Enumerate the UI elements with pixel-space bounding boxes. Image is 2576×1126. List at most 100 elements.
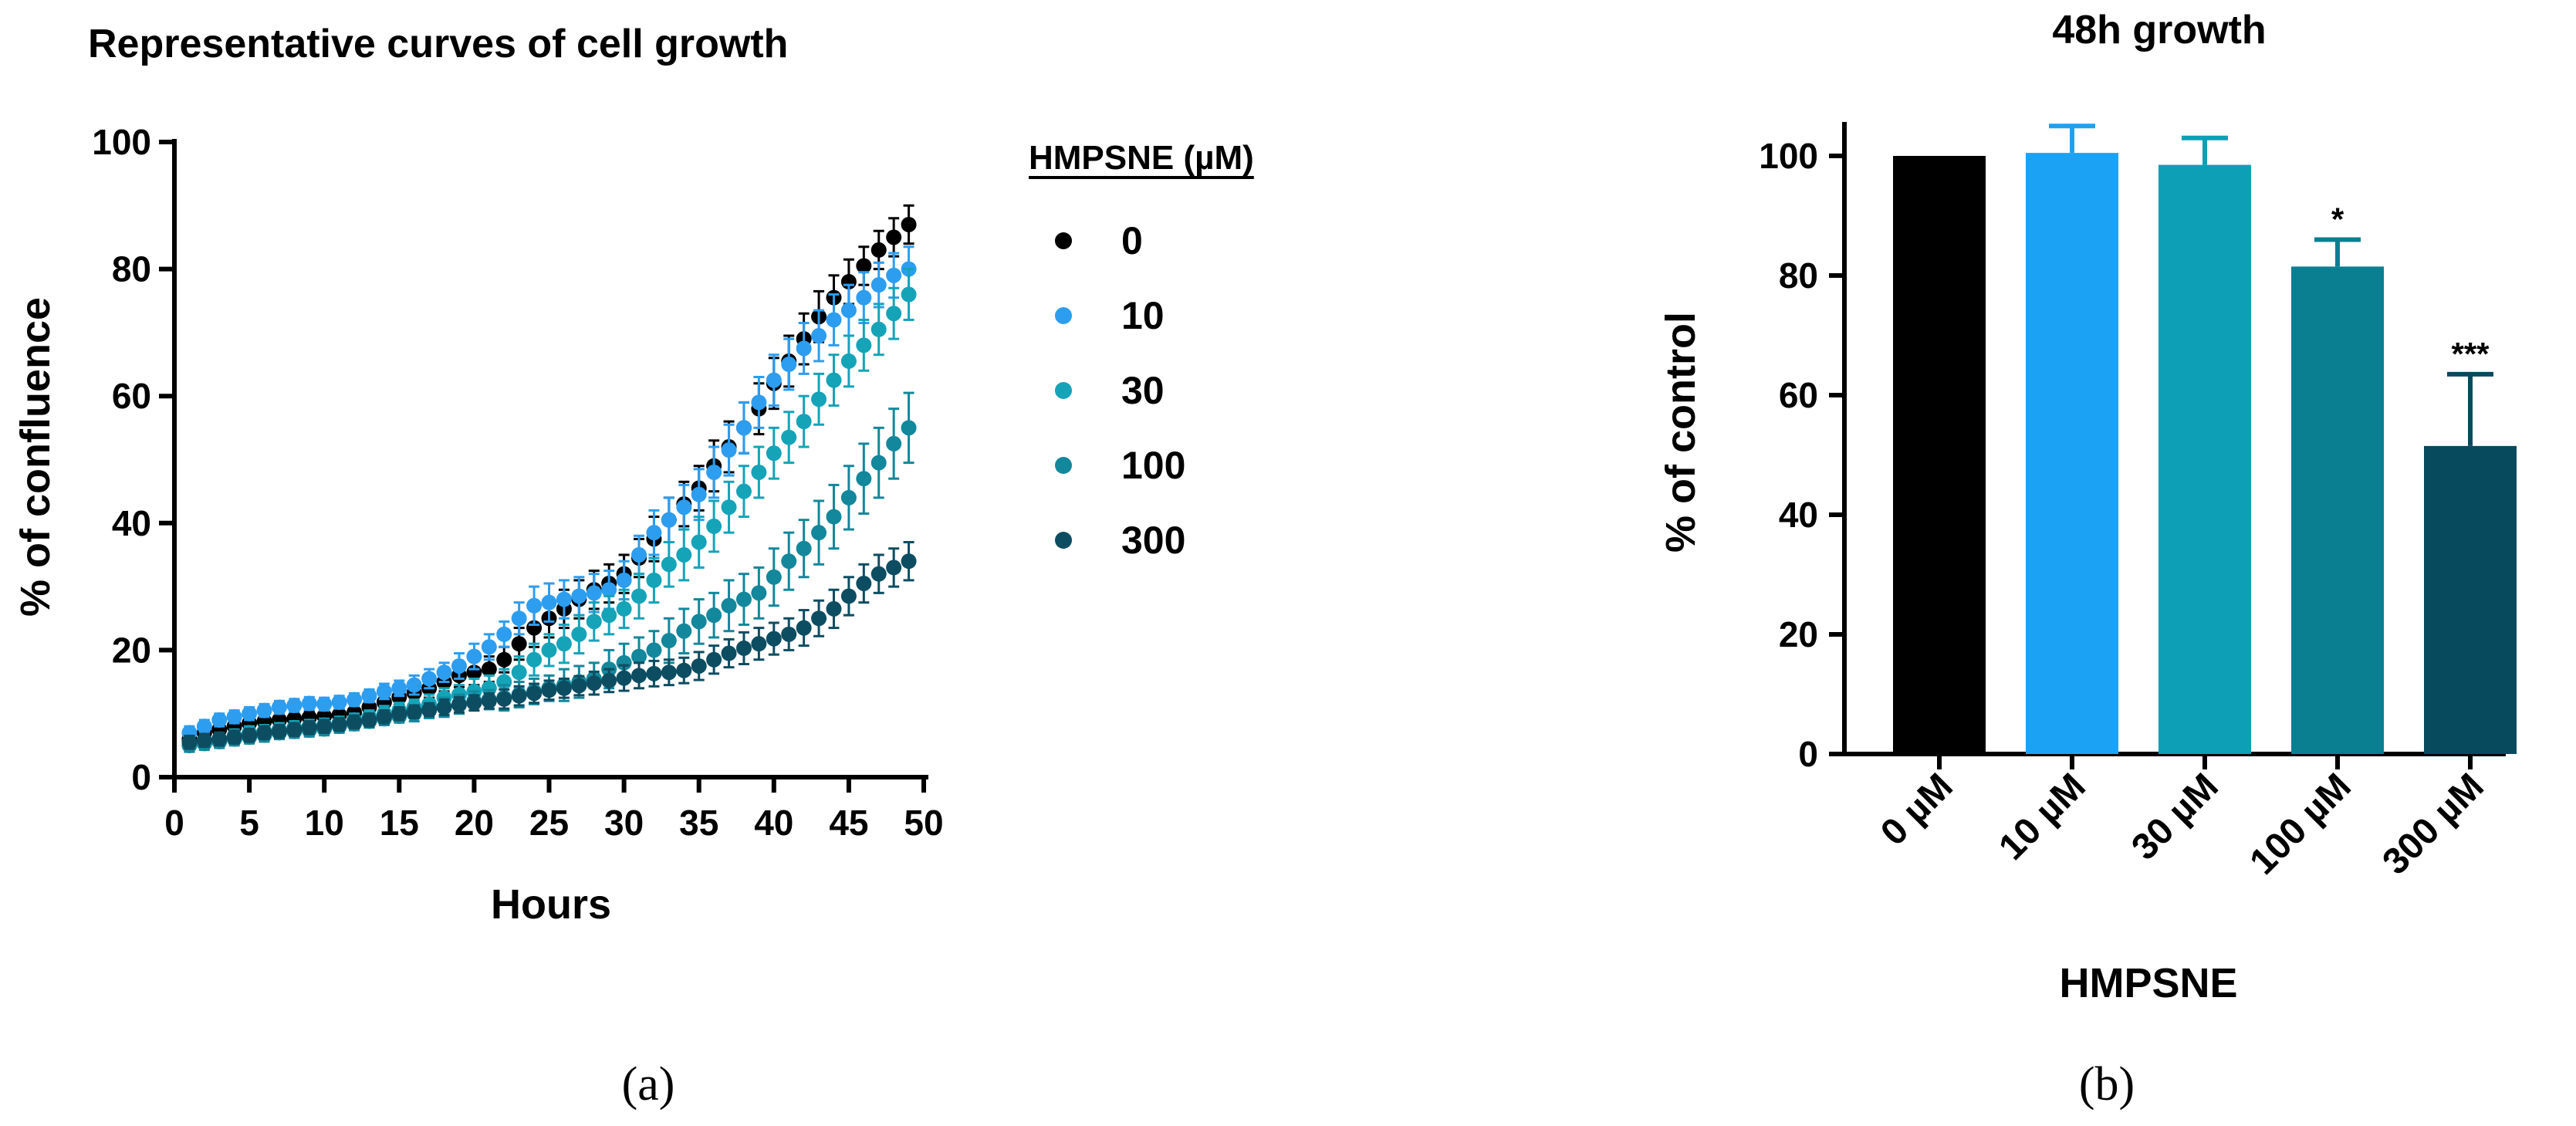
panel-a-x-tick-label: 15 <box>380 803 419 843</box>
panel-a-label: (a) <box>622 1058 675 1111</box>
panel-b-category-label: 300 µM <box>2375 766 2491 882</box>
data-point <box>781 357 797 373</box>
data-point <box>196 732 212 749</box>
data-point <box>242 727 258 743</box>
data-point <box>735 483 752 499</box>
data-point <box>735 420 752 436</box>
panel-a-x-label: Hours <box>491 881 611 928</box>
data-point <box>601 582 617 598</box>
data-point <box>526 597 543 614</box>
data-point <box>181 734 198 750</box>
data-point <box>406 704 422 720</box>
data-point <box>856 258 872 274</box>
data-point <box>870 242 887 258</box>
data-point <box>901 216 917 232</box>
data-point <box>466 695 482 711</box>
panel-a-x-tick-label: 10 <box>305 803 344 843</box>
data-point <box>226 729 242 746</box>
data-point <box>556 636 572 652</box>
data-point <box>751 636 767 652</box>
panel-a-y-tick-label: 0 <box>131 757 151 797</box>
data-point <box>196 719 212 735</box>
data-point <box>256 702 272 719</box>
data-point <box>796 540 812 556</box>
data-point <box>616 572 632 588</box>
panel-b-y-tick-label: 0 <box>1798 734 1818 774</box>
data-point <box>361 712 377 728</box>
data-point <box>840 588 857 604</box>
data-point <box>826 312 842 328</box>
data-point <box>766 372 782 388</box>
data-point <box>751 464 767 480</box>
panel-b-title: 48h growth <box>2052 8 2266 52</box>
data-point <box>586 675 602 691</box>
data-point <box>347 714 363 730</box>
panel-b-label: (b) <box>2079 1058 2135 1111</box>
data-point <box>870 321 887 337</box>
data-point <box>870 566 887 582</box>
data-point <box>706 651 722 668</box>
data-point <box>496 651 512 668</box>
panel-a-y-tick-label: 20 <box>112 630 151 670</box>
data-point <box>766 631 782 647</box>
data-point <box>691 658 707 674</box>
legend-label-300: 300 <box>1121 519 1185 562</box>
data-point <box>661 664 677 681</box>
data-point <box>256 725 272 741</box>
data-point <box>571 626 587 642</box>
data-point <box>451 697 467 713</box>
data-point <box>541 594 557 610</box>
data-point <box>347 691 363 708</box>
panel-a-y-tick-label: 100 <box>92 122 151 162</box>
legend-marker-100 <box>1055 457 1072 474</box>
panel-b-y-tick-label: 60 <box>1779 375 1818 415</box>
panel-a-x-tick-label: 5 <box>239 803 259 843</box>
data-point <box>301 719 317 735</box>
data-point <box>691 534 707 550</box>
data-point <box>691 614 707 630</box>
data-point <box>676 623 692 639</box>
significance-annotation: *** <box>2451 336 2490 372</box>
legend-marker-10 <box>1055 307 1072 324</box>
series-300 <box>181 540 917 750</box>
bar-2 <box>2158 164 2251 754</box>
data-point <box>661 633 677 649</box>
legend-label-30: 30 <box>1121 369 1165 412</box>
data-point <box>271 699 287 715</box>
data-point <box>646 572 662 588</box>
series-10 <box>181 245 917 741</box>
data-point <box>301 695 317 712</box>
data-point <box>706 464 722 480</box>
panel-a-x-tick-label: 40 <box>754 803 793 843</box>
panel-a-x-tick-label: 25 <box>529 803 569 843</box>
data-point <box>721 499 737 516</box>
data-point <box>735 591 752 607</box>
data-point <box>586 585 602 601</box>
legend-label-0: 0 <box>1121 219 1143 262</box>
data-point <box>631 668 647 684</box>
data-point <box>271 723 287 739</box>
panel-b-category-label: 30 µM <box>2124 766 2226 867</box>
data-point <box>226 708 242 725</box>
data-point <box>586 614 602 630</box>
panel-b-category-label: 0 µM <box>1873 766 1961 854</box>
panel-a-x-tick-label: 20 <box>455 803 494 843</box>
data-point <box>631 546 647 563</box>
data-point <box>631 648 647 664</box>
panel-b-y-label: % of control <box>1658 312 1704 553</box>
data-point <box>840 489 857 506</box>
panel-a-x-tick-label: 0 <box>164 803 184 843</box>
data-point <box>511 688 527 704</box>
legend-label-10: 10 <box>1121 294 1165 337</box>
data-point <box>481 693 497 709</box>
panel-b-y-tick-label: 80 <box>1779 255 1818 296</box>
data-point <box>436 664 452 681</box>
data-point <box>631 588 647 604</box>
data-point <box>840 353 857 369</box>
data-point <box>826 509 842 525</box>
data-point <box>601 607 617 624</box>
data-point <box>826 372 842 388</box>
panel-a-x-tick-label: 50 <box>904 803 943 843</box>
data-point <box>286 698 303 714</box>
